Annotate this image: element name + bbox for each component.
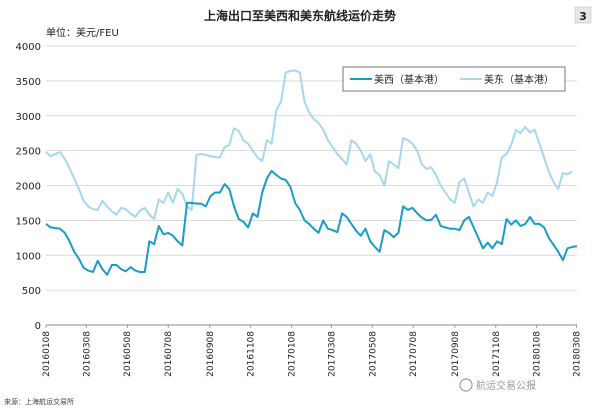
- x-tick-label: 20160708: [164, 331, 174, 377]
- y-tick-label: 3500: [16, 77, 41, 88]
- page-number-text: 3: [579, 10, 587, 23]
- x-tick-label: 20160908: [206, 331, 216, 377]
- x-tick-label: 20170108: [288, 331, 298, 377]
- y-tick-label: 0: [35, 321, 41, 332]
- x-tick-label: 20180308: [572, 331, 582, 377]
- y-tick-label: 4000: [16, 42, 41, 53]
- x-tick-label: 20170508: [368, 331, 378, 377]
- x-tick-label: 20161108: [247, 331, 257, 377]
- y-axis-ticks: 0 500 1000 1500 2000 2500 3000 3500 4000: [16, 42, 41, 332]
- gridlines: [46, 45, 577, 326]
- y-tick-label: 3000: [16, 112, 41, 123]
- x-axis-ticks: 20160108 20160308 20160508 20160708 20160908…: [42, 325, 582, 377]
- unit-label: 单位：美元/FEU: [46, 26, 119, 39]
- y-tick-label: 1000: [16, 251, 41, 262]
- watermark-text: 航运交易公报: [476, 379, 536, 392]
- source-note: 来源：上海航运交易所: [4, 397, 74, 406]
- legend: 美西（基本港） 美东（基本港）: [342, 66, 566, 92]
- watermark: 航运交易公报: [459, 378, 536, 392]
- y-tick-label: 1500: [16, 216, 41, 227]
- legend-box: [342, 66, 566, 92]
- y-tick-label: 500: [22, 286, 41, 297]
- series-line: [45, 69, 573, 220]
- series-line: [45, 169, 578, 276]
- x-tick-label: 20170708: [409, 331, 419, 377]
- legend-label-east: 美东（基本港）: [484, 73, 554, 86]
- x-tick-label: 20170908: [451, 331, 461, 377]
- x-tick-label: 20180108: [533, 331, 543, 377]
- chart-title: 上海出口至美西和美东航线运价走势: [204, 8, 396, 23]
- x-tick-label: 20160508: [123, 331, 133, 377]
- x-tick-label: 20171108: [492, 331, 502, 377]
- x-tick-label: 20160308: [82, 331, 92, 377]
- x-tick-label: 20170308: [327, 331, 337, 377]
- x-tick-label: 20160108: [42, 331, 52, 377]
- y-tick-label: 2000: [16, 182, 41, 193]
- wechat-icon: [459, 378, 473, 392]
- series-lines: [45, 69, 578, 276]
- page-number-badge: 3: [574, 6, 592, 24]
- legend-label-west: 美西（基本港）: [374, 73, 444, 86]
- y-tick-label: 2500: [16, 147, 41, 158]
